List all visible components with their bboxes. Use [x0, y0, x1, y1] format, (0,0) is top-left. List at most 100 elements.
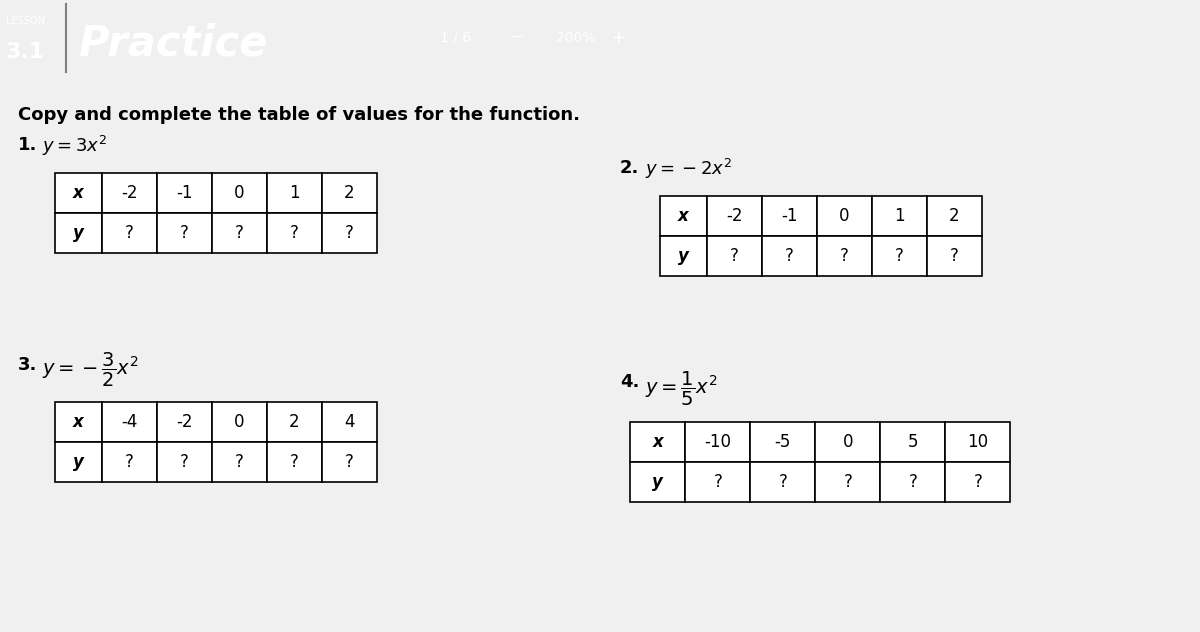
Bar — [322, 213, 377, 253]
Bar — [630, 422, 685, 461]
Text: $y = \dfrac{1}{5}x^2$: $y = \dfrac{1}{5}x^2$ — [646, 370, 718, 408]
Bar — [762, 236, 817, 276]
Bar — [211, 442, 266, 482]
Bar — [750, 422, 815, 461]
Text: -2: -2 — [726, 207, 743, 225]
Text: 5: 5 — [907, 432, 918, 451]
Bar — [817, 236, 871, 276]
Text: 200%: 200% — [557, 31, 595, 45]
Bar — [707, 196, 762, 236]
Text: ?: ? — [235, 453, 244, 471]
Bar — [750, 461, 815, 502]
Bar — [157, 442, 211, 482]
Bar — [871, 236, 926, 276]
Text: x: x — [653, 432, 662, 451]
Bar — [55, 401, 102, 442]
Bar — [871, 196, 926, 236]
Text: -2: -2 — [176, 413, 192, 430]
Text: y: y — [678, 247, 689, 265]
Text: +: + — [611, 29, 625, 47]
Text: x: x — [73, 184, 84, 202]
Text: 0: 0 — [234, 184, 245, 202]
Bar — [815, 422, 881, 461]
Bar — [266, 173, 322, 213]
Bar — [157, 173, 211, 213]
Bar — [685, 422, 750, 461]
Bar — [211, 173, 266, 213]
Text: 0: 0 — [842, 432, 853, 451]
Text: 2.: 2. — [620, 159, 640, 177]
Bar — [817, 196, 871, 236]
Bar — [102, 213, 157, 253]
Text: y: y — [73, 453, 84, 471]
Text: ?: ? — [235, 224, 244, 242]
Bar — [266, 442, 322, 482]
Text: 2: 2 — [344, 184, 354, 202]
Bar — [157, 213, 211, 253]
Text: —: — — [509, 31, 523, 45]
Bar — [55, 213, 102, 253]
Bar — [881, 422, 946, 461]
Bar — [55, 442, 102, 482]
Bar — [630, 461, 685, 502]
Bar — [926, 236, 982, 276]
Text: -2: -2 — [121, 184, 138, 202]
Bar — [211, 401, 266, 442]
Text: 1 / 6: 1 / 6 — [440, 31, 472, 45]
Text: y: y — [73, 224, 84, 242]
Text: 1: 1 — [289, 184, 300, 202]
Text: 3.: 3. — [18, 356, 37, 374]
Bar — [102, 173, 157, 213]
Bar — [157, 401, 211, 442]
Bar — [926, 196, 982, 236]
Bar — [102, 401, 157, 442]
Text: x: x — [73, 413, 84, 430]
Text: -1: -1 — [781, 207, 798, 225]
Text: 0: 0 — [234, 413, 245, 430]
Text: 2: 2 — [289, 413, 300, 430]
Text: ?: ? — [344, 224, 354, 242]
Bar — [322, 401, 377, 442]
Bar — [815, 461, 881, 502]
Bar — [685, 461, 750, 502]
Text: ?: ? — [840, 247, 848, 265]
Bar — [660, 236, 707, 276]
Text: $y = -2x^2$: $y = -2x^2$ — [646, 157, 732, 181]
Text: 1: 1 — [894, 207, 905, 225]
Text: -5: -5 — [774, 432, 791, 451]
Bar — [55, 173, 102, 213]
Text: ?: ? — [785, 247, 793, 265]
Text: Copy and complete the table of values for the function.: Copy and complete the table of values fo… — [18, 106, 580, 124]
Bar — [266, 401, 322, 442]
Bar — [211, 213, 266, 253]
Text: ?: ? — [895, 247, 904, 265]
Text: ?: ? — [344, 453, 354, 471]
Bar — [946, 422, 1010, 461]
Text: ?: ? — [180, 453, 188, 471]
Bar — [322, 173, 377, 213]
Text: $y = 3x^2$: $y = 3x^2$ — [42, 134, 107, 158]
Text: ?: ? — [290, 453, 299, 471]
Text: ?: ? — [844, 473, 852, 490]
Text: Practice: Practice — [78, 23, 268, 65]
Text: -10: -10 — [704, 432, 731, 451]
Text: ?: ? — [290, 224, 299, 242]
Bar — [322, 442, 377, 482]
Text: 4: 4 — [344, 413, 354, 430]
Text: 10: 10 — [967, 432, 989, 451]
Text: 0: 0 — [839, 207, 850, 225]
Bar — [881, 461, 946, 502]
Bar — [266, 213, 322, 253]
Text: y: y — [652, 473, 664, 490]
Text: 2: 2 — [949, 207, 960, 225]
Text: $y = -\dfrac{3}{2}x^2$: $y = -\dfrac{3}{2}x^2$ — [42, 351, 138, 389]
Bar — [660, 196, 707, 236]
Bar — [946, 461, 1010, 502]
Bar — [707, 236, 762, 276]
Text: ?: ? — [973, 473, 982, 490]
Bar — [762, 196, 817, 236]
Text: ?: ? — [180, 224, 188, 242]
Text: -1: -1 — [176, 184, 192, 202]
Text: x: x — [678, 207, 689, 225]
Text: ?: ? — [730, 247, 739, 265]
